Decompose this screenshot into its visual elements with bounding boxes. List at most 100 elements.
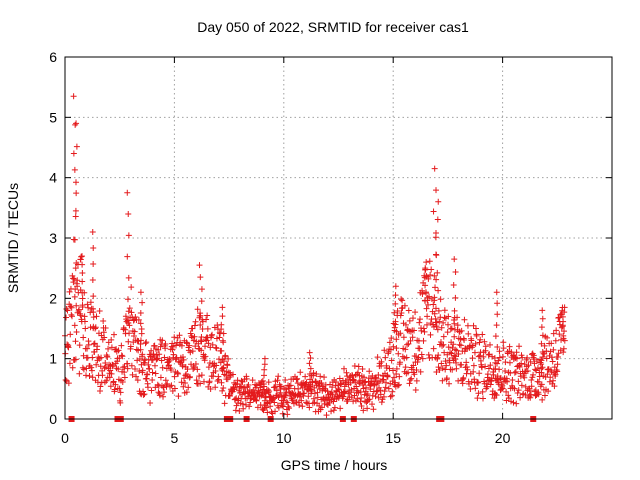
data-point	[90, 341, 97, 348]
data-point	[275, 404, 282, 411]
data-point	[148, 387, 155, 394]
data-point	[513, 400, 520, 407]
data-point	[126, 322, 133, 329]
data-point	[440, 319, 447, 326]
data-point	[144, 384, 151, 391]
data-point	[219, 356, 226, 363]
data-point	[514, 389, 521, 396]
data-point	[220, 339, 227, 346]
data-point	[161, 389, 168, 396]
data-point	[337, 405, 344, 412]
data-point	[111, 386, 118, 393]
data-point	[517, 394, 524, 401]
data-point	[350, 398, 357, 405]
data-point	[81, 318, 88, 325]
data-point	[85, 341, 92, 348]
data-point	[220, 364, 227, 371]
data-point	[242, 401, 249, 408]
data-point	[360, 407, 367, 414]
data-point	[435, 307, 442, 314]
data-point	[214, 378, 221, 385]
data-point	[522, 383, 529, 390]
data-point	[475, 390, 482, 397]
data-point	[506, 343, 513, 350]
data-point	[461, 316, 468, 323]
y-tick-label: 4	[49, 170, 57, 186]
data-point	[433, 252, 440, 259]
data-point	[124, 253, 131, 260]
data-point	[424, 294, 431, 301]
x-axis-label: GPS time / hours	[281, 457, 388, 473]
data-point	[494, 373, 501, 380]
data-point	[470, 368, 477, 375]
data-point	[427, 271, 434, 278]
data-point	[137, 309, 144, 316]
data-point	[324, 388, 331, 395]
data-point	[435, 198, 442, 205]
data-point	[422, 266, 429, 273]
data-point	[353, 383, 360, 390]
data-point	[378, 358, 385, 365]
data-point	[294, 375, 301, 382]
data-point	[555, 350, 562, 357]
data-point	[336, 375, 343, 382]
data-point	[357, 398, 364, 405]
data-point	[355, 369, 362, 376]
data-point	[330, 407, 337, 414]
data-point	[125, 274, 132, 281]
data-point	[432, 234, 439, 241]
data-point	[93, 313, 100, 320]
data-point	[550, 330, 557, 337]
data-point	[476, 352, 483, 359]
data-point	[441, 307, 448, 314]
data-point	[375, 371, 382, 378]
data-point	[128, 284, 135, 291]
data-point	[261, 366, 268, 373]
data-point	[102, 359, 109, 366]
data-point	[306, 349, 313, 356]
data-point	[538, 324, 545, 331]
data-point	[479, 331, 486, 338]
data-point	[197, 337, 204, 344]
data-point	[194, 306, 201, 313]
data-point	[392, 283, 399, 290]
data-point	[493, 360, 500, 367]
data-point	[397, 359, 404, 366]
data-point	[406, 317, 413, 324]
data-point	[551, 383, 558, 390]
data-point	[138, 330, 145, 337]
data-point	[198, 286, 205, 293]
data-point	[553, 327, 560, 334]
data-point	[525, 362, 532, 369]
data-point	[329, 384, 336, 391]
data-point	[140, 391, 147, 398]
data-point	[528, 383, 535, 390]
data-point	[197, 274, 204, 281]
data-point	[161, 354, 168, 361]
data-point	[70, 93, 77, 100]
data-point	[118, 342, 125, 349]
data-point	[72, 179, 79, 186]
data-point	[451, 333, 458, 340]
data-point	[417, 368, 424, 375]
data-point	[132, 366, 139, 373]
data-point	[509, 376, 516, 383]
data-point	[259, 377, 266, 384]
data-point	[541, 342, 548, 349]
data-point	[63, 314, 70, 321]
data-point	[476, 370, 483, 377]
data-point	[212, 344, 219, 351]
data-point	[384, 373, 391, 380]
data-point	[407, 328, 414, 335]
data-point	[201, 357, 208, 364]
x-tick-label: 15	[385, 430, 401, 446]
data-point	[218, 347, 225, 354]
data-point	[76, 306, 83, 313]
data-point	[392, 292, 399, 299]
data-point	[307, 376, 314, 383]
data-point	[421, 328, 428, 335]
data-point	[77, 287, 84, 294]
data-point	[139, 299, 146, 306]
data-point	[453, 359, 460, 366]
data-point	[445, 344, 452, 351]
